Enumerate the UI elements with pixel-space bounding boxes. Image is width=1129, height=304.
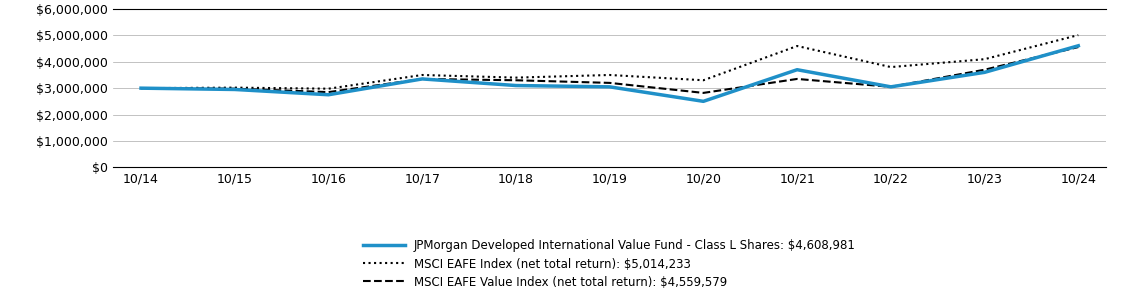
Legend: JPMorgan Developed International Value Fund - Class L Shares: $4,608,981, MSCI E: JPMorgan Developed International Value F… [364, 240, 856, 289]
